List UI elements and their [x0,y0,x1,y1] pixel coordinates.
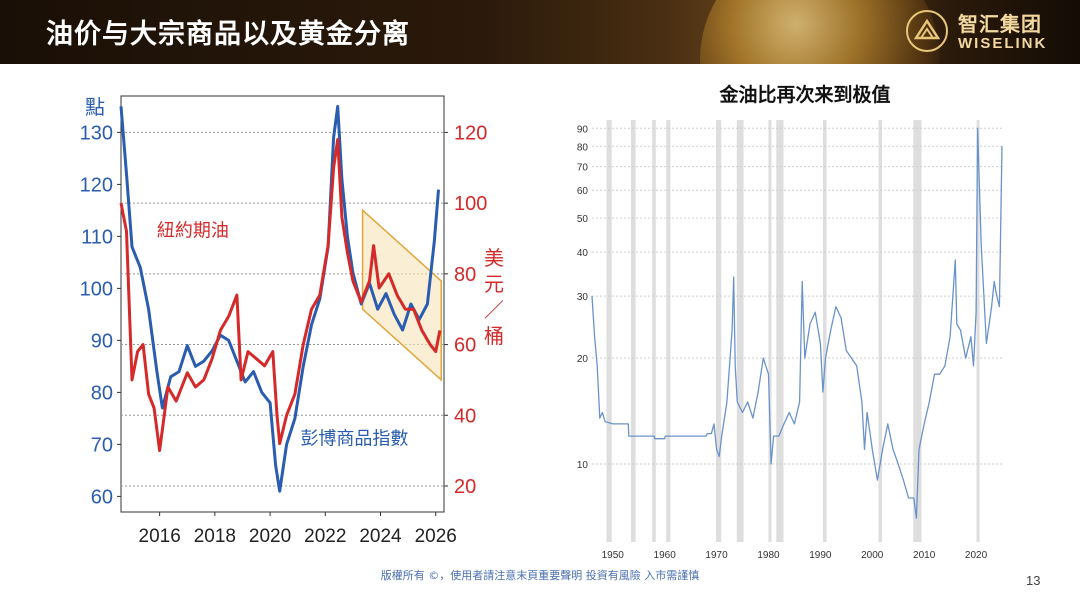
trend-channel [361,208,442,382]
recession-band [716,120,722,542]
left-axis-label: 100 [80,278,113,300]
y-axis-label: 70 [577,163,589,174]
company-logo: 智汇集团 WISELINK [906,8,1066,58]
right-axis-label: 120 [454,122,487,144]
x-axis-label: 2020 [249,526,291,547]
y-axis-label: 90 [577,124,589,135]
y-axis-label: 20 [577,354,589,365]
recession-band [776,120,784,542]
recession-band [666,120,671,542]
x-axis-label: 2022 [304,526,346,547]
recession-band [606,120,612,542]
x-axis-label: 2026 [415,526,457,547]
left-axis-unit: 點 [85,95,105,119]
x-axis-label: 2024 [359,526,402,547]
annotation-oil: 紐約期油 [157,220,229,241]
y-axis-label: 60 [577,186,589,197]
header-banner: 油价与大宗商品以及黄金分离 智汇集团 WISELINK [0,0,1080,64]
series-line-commodity-index [119,104,440,493]
left-axis-label: 130 [80,122,113,144]
y-axis-label: 40 [577,248,589,259]
recession-band [630,120,636,542]
trend-channel-band [361,208,442,382]
left-axis-label: 120 [80,174,113,196]
y-axis-label: 30 [577,292,589,303]
x-axis-label: 2010 [913,550,936,561]
x-axis-label: 1980 [757,550,780,561]
right-axis-label: 60 [454,335,476,357]
y-axis-label: 10 [577,460,589,471]
recession-band [768,120,772,542]
x-axis-label: 2020 [965,550,988,561]
left-axis-label: 70 [91,434,113,456]
annotation-commodity-index: 彭博商品指數 [300,428,408,449]
logo-name: 智汇集团 [958,12,1042,36]
left-axis-label: 90 [91,330,113,352]
right-axis-label: 80 [454,264,476,286]
logo-english: WISELINK [958,35,1048,52]
slide-title: 油价与大宗商品以及黄金分离 [46,19,410,50]
right-axis-label: 40 [454,405,476,427]
x-axis-label: 2016 [139,526,181,547]
recession-band [736,120,744,542]
recession-band [822,120,827,542]
right-axis-unit-char: 桶 [484,324,504,348]
right-axis-unit-char: ／ [484,298,504,322]
recession-band [652,120,656,542]
x-axis-label: 1990 [809,550,832,561]
right-axis-label: 100 [454,193,487,215]
y-axis-label: 80 [577,142,589,153]
recession-band [913,120,922,542]
right-axis-label: 20 [454,476,476,498]
x-axis-label: 1950 [602,550,625,561]
oil-vs-commodity-chart: 60 70 80 90 100 110 120 130 點 20 40 60 80 100 120 美元／桶 2… [80,95,504,547]
x-axis-label: 2000 [861,550,884,561]
left-axis-label: 80 [91,382,113,404]
y-axis-label: 50 [577,214,589,225]
left-axis-label: 60 [91,486,113,508]
recession-band [878,120,883,542]
gold-oil-ratio-title: 金油比再次来到极值 [719,84,891,106]
right-axis-unit-char: 元 [484,272,504,296]
series-line-gold-oil-ratio [591,127,1003,520]
x-axis-label: 1970 [705,550,728,561]
x-axis-label: 2018 [194,526,236,547]
x-axis-label: 1960 [654,550,677,561]
footer-disclaimer: 版權所有 ©，使用者請注意末頁重要聲明 投資有風險 入市需謹慎 [380,569,700,582]
right-axis-unit-char: 美 [484,246,504,270]
page-number: 13 [1026,573,1041,588]
globe-decoration [700,0,940,64]
logo-emblem-icon [906,10,948,52]
gold-oil-ratio-chart: 10 20 30 40 50 60 70 80 90 1950 1960 1970 1980 1990 20… [577,120,1003,561]
recession-band [976,120,980,542]
series-line-wti-oil [119,138,442,453]
left-axis-label: 110 [81,226,113,248]
